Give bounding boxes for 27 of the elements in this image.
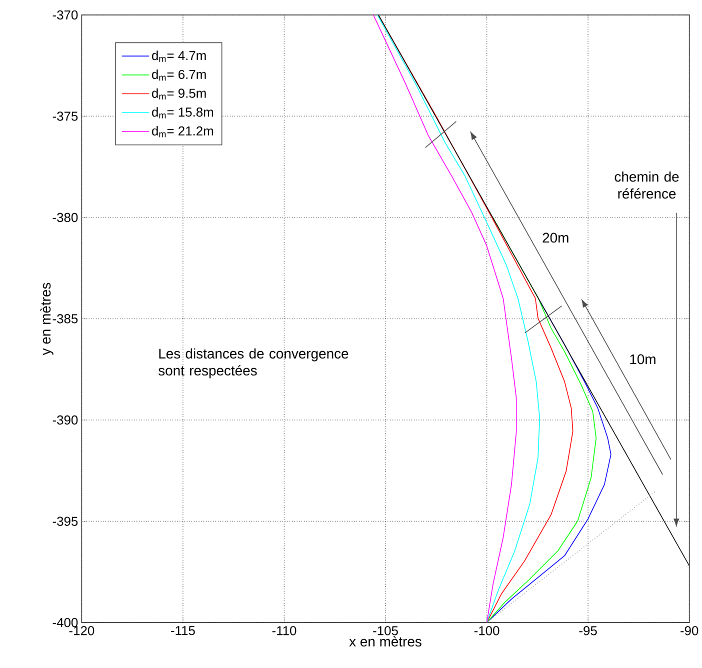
line-series [372,14,517,622]
x-tick-label: -100 [474,626,500,636]
y-axis-title: y en mètres [40,282,54,355]
y-tick-label: -375 [52,111,78,121]
annotation: chemin de référence [614,171,679,198]
legend-label: d$_{m}$= 9.5m [152,88,206,100]
annotation: 10m [630,354,656,364]
y-tick-label: -370 [52,10,78,20]
x-tick-label: -90 [680,626,698,636]
y-tick-label: -390 [52,415,78,424]
x-tick-label: -115 [171,626,195,635]
y-tick-label: -385 [52,314,78,324]
y-tick-label: -400 [52,618,78,627]
annotation: 20m [542,232,568,242]
legend-label: d$_{m}$= 4.7m [152,50,206,62]
legend-label: d$_{m}$= 21.2m [152,126,214,138]
annotation: Les distances de convergence sont respectées [158,348,348,378]
legend-label: d$_{m}$= 15.8m [152,106,214,118]
x-tick-label: -120 [69,626,94,636]
line-series [377,14,540,622]
x-tick-label: -110 [272,626,296,636]
legend-label: d$_{m}$= 6.7m [152,69,206,80]
x-axis-title: x en mètres [349,636,422,646]
y-tick-label: -380 [52,212,78,222]
x-tick-label: -105 [373,626,398,636]
y-tick-label: -395 [52,516,78,526]
x-tick-label: -95 [579,626,597,636]
